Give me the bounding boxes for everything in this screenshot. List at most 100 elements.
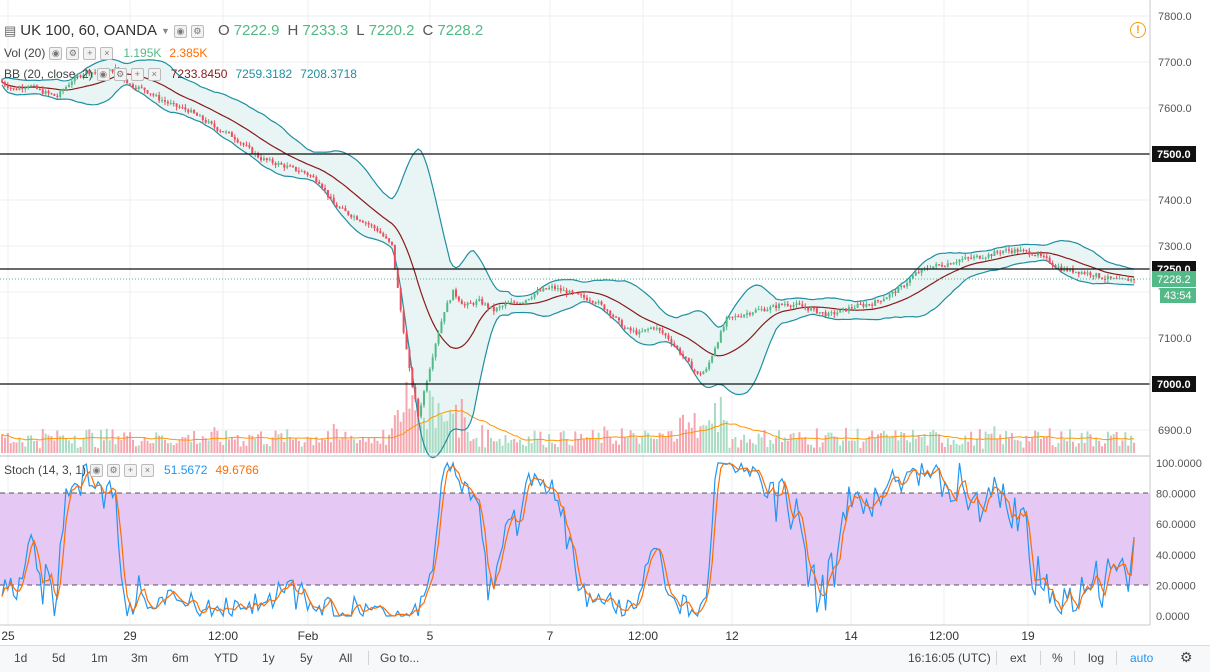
range-1y[interactable]: 1y <box>262 651 275 665</box>
candle-body <box>719 331 722 343</box>
visibility-icon[interactable]: ◉ <box>173 24 187 38</box>
candle-body <box>542 288 545 292</box>
range-5d[interactable]: 5d <box>52 651 66 665</box>
ext-toggle[interactable]: ext <box>1010 651 1027 665</box>
volume-bar <box>757 433 760 453</box>
goto-button[interactable]: Go to... <box>380 651 420 665</box>
vol-add-icon[interactable]: + <box>83 46 97 60</box>
candle-body <box>484 303 487 305</box>
volume-bar <box>1130 435 1133 453</box>
stoch-axis[interactable]: 100.0000 80.0000 60.0000 40.0000 20.0000 0.00… <box>1156 458 1202 623</box>
auto-toggle[interactable]: auto <box>1130 651 1154 665</box>
candle-body <box>1039 253 1042 256</box>
volume-bar <box>638 443 641 453</box>
stoch-close-icon[interactable]: × <box>141 463 155 477</box>
warning-icon[interactable]: ! <box>1130 22 1146 38</box>
range-ytd[interactable]: YTD <box>214 651 238 665</box>
volume-bar <box>102 440 105 453</box>
volume-bar <box>644 430 647 453</box>
volume-bar <box>382 429 385 453</box>
candle-body <box>201 115 204 121</box>
volume-bar <box>1098 440 1101 453</box>
volume-bar <box>260 431 263 453</box>
stoch-visibility-icon[interactable]: ◉ <box>90 463 104 477</box>
candle-body <box>798 303 801 305</box>
candle-body <box>443 312 446 322</box>
range-all[interactable]: All <box>339 651 353 665</box>
bb-add-icon[interactable]: + <box>130 67 144 81</box>
volume-bar <box>91 432 94 453</box>
volume-bar <box>50 436 53 453</box>
candle-body <box>839 309 842 313</box>
chart-canvas[interactable]: 7800.07700.07600.07400.07300.07200.07100… <box>0 0 1210 645</box>
candle-body <box>999 252 1002 254</box>
volume-bar <box>731 439 734 453</box>
range-3m[interactable]: 3m <box>131 651 148 665</box>
collapse-icon[interactable]: ▤ <box>4 23 17 38</box>
vol-value-1: 1.195K <box>123 46 162 60</box>
price-tick-label: 7700.0 <box>1158 57 1192 69</box>
volume-bar <box>1063 439 1066 453</box>
bb-visibility-icon[interactable]: ◉ <box>96 67 110 81</box>
volume-bar <box>559 432 562 453</box>
bb-name[interactable]: BB (20, close, 2) <box>4 67 93 81</box>
volume-bar <box>839 445 842 453</box>
candle-body <box>350 214 353 218</box>
time-axis[interactable]: 25 29 12:00 Feb 5 7 12:00 12 14 12:00 19 <box>1 629 1035 643</box>
price-axis[interactable]: 7800.07700.07600.07400.07300.07200.07100… <box>1158 11 1192 437</box>
range-6m[interactable]: 6m <box>172 651 189 665</box>
volume-bar <box>1118 445 1121 453</box>
volume-bar <box>914 438 917 453</box>
candle-body <box>466 302 469 306</box>
candle-body <box>748 313 751 315</box>
candle-body <box>30 85 33 87</box>
bb-settings-icon[interactable]: ⚙ <box>113 67 127 81</box>
candle-body <box>938 264 941 266</box>
settings-icon[interactable]: ⚙ <box>190 24 204 38</box>
symbol-dropdown-icon[interactable]: ▼ <box>161 26 170 36</box>
candle-body <box>184 107 187 110</box>
range-1d[interactable]: 1d <box>14 651 28 665</box>
candle-body <box>1042 255 1045 257</box>
volume-bar <box>149 443 152 453</box>
vol-name[interactable]: Vol (20) <box>4 46 46 60</box>
volume-bar <box>714 403 717 453</box>
range-1m[interactable]: 1m <box>91 651 108 665</box>
stoch-name[interactable]: Stoch (14, 3, 1) <box>4 463 87 477</box>
gear-icon[interactable]: ⚙ <box>1180 649 1193 665</box>
candle-body <box>446 302 449 313</box>
candle-body <box>1086 272 1089 274</box>
percent-toggle[interactable]: % <box>1052 651 1063 665</box>
vol-close-icon[interactable]: × <box>100 46 114 60</box>
volume-bar <box>297 441 300 453</box>
bb-close-icon[interactable]: × <box>147 67 161 81</box>
vol-settings-icon[interactable]: ⚙ <box>66 46 80 60</box>
candle-body <box>373 225 376 229</box>
stoch-add-icon[interactable]: + <box>124 463 138 477</box>
stoch-settings-icon[interactable]: ⚙ <box>107 463 121 477</box>
volume-bar <box>658 432 661 453</box>
vol-visibility-icon[interactable]: ◉ <box>49 46 63 60</box>
volume-bar <box>420 424 423 453</box>
volume-bar <box>1106 431 1109 453</box>
price-tick-label: 7300.0 <box>1158 241 1192 253</box>
candle-body <box>973 256 976 259</box>
clock-display[interactable]: 16:16:05 (UTC) <box>908 651 991 665</box>
candle-body <box>635 330 638 335</box>
symbol-name[interactable]: UK 100, 60, OANDA <box>20 22 158 39</box>
candle-body <box>1025 250 1028 252</box>
volume-bar <box>510 439 513 453</box>
level-tag-label: 7500.0 <box>1157 149 1191 161</box>
candle-body <box>746 313 749 315</box>
candle-body <box>382 233 385 237</box>
stoch-tick-label: 20.0000 <box>1156 580 1196 592</box>
horizontal-levels[interactable] <box>0 153 1150 385</box>
volume-bar <box>551 442 554 453</box>
log-toggle[interactable]: log <box>1088 651 1105 665</box>
candle-body <box>219 130 222 132</box>
range-5y[interactable]: 5y <box>300 651 313 665</box>
stoch-tick-label: 80.0000 <box>1156 489 1196 501</box>
candle-body <box>347 211 350 215</box>
volume-bar <box>475 437 478 453</box>
